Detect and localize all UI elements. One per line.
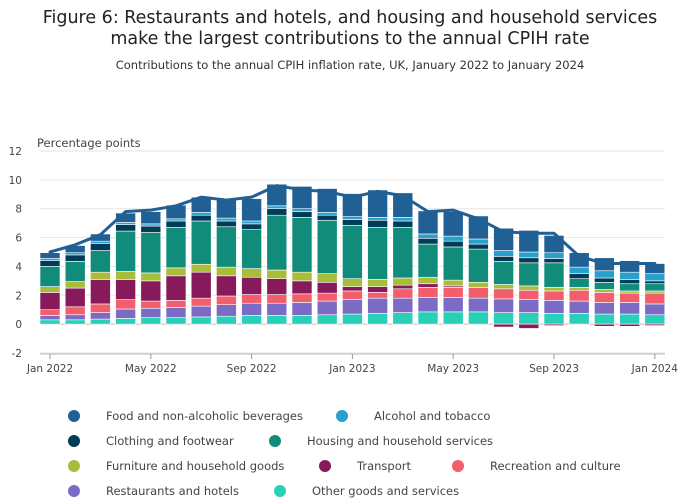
legend-swatch-other <box>274 485 286 497</box>
legend-label-alcohol: Alcohol and tobacco <box>374 409 491 423</box>
bar-segment <box>568 323 590 326</box>
legend-label-recreation: Recreation and culture <box>490 459 621 473</box>
bar-segment <box>518 230 540 253</box>
x-tick-label: Sep 2023 <box>529 363 579 375</box>
legend-swatch-food <box>68 410 80 422</box>
legend-label-restaurants: Restaurants and hotels <box>106 484 239 498</box>
bar-segment <box>291 186 313 210</box>
y-tick-label: 4 <box>15 261 22 273</box>
legend-item-other[interactable]: Other goods and services <box>274 484 459 498</box>
bar-segment <box>619 323 640 327</box>
legend-label-housing: Housing and household services <box>307 434 494 448</box>
legend-label-furniture: Furniture and household goods <box>106 459 285 473</box>
legend-item-clothing[interactable]: Clothing and footwear <box>68 434 234 448</box>
chart-title: Figure 6: Restaurants and hotels, and ho… <box>0 8 700 50</box>
bar-segment <box>594 323 615 327</box>
legend-item-transport[interactable]: Transport <box>319 459 411 473</box>
bar-segment <box>644 323 666 326</box>
y-tick-label: 6 <box>15 233 22 245</box>
chart-plot: -2 0 2 4 6 8 10 12 Jan 2022 May 2022 Sep 2022 Jan 2… <box>9 146 679 375</box>
legend-label-other: Other goods and services <box>312 484 460 498</box>
legend-item-recreation[interactable]: Recreation and culture <box>452 459 621 473</box>
y-tick-label: 0 <box>15 319 22 331</box>
bar-segment <box>316 188 338 213</box>
chart-subtitle: Contributions to the annual CPIH inflati… <box>115 58 585 72</box>
legend-label-clothing: Clothing and footwear <box>106 434 234 448</box>
legend-item-housing[interactable]: Housing and household services <box>269 434 493 448</box>
legend-swatch-housing <box>269 435 281 447</box>
x-tick-label: May 2023 <box>427 363 479 375</box>
legend-swatch-alcohol <box>336 410 348 422</box>
x-tick-label: Jan 2024 <box>631 363 679 375</box>
bar-segment <box>493 227 514 251</box>
y-tick-label: -2 <box>12 348 22 360</box>
legend-item-restaurants[interactable]: Restaurants and hotels <box>68 484 239 498</box>
x-tick-label: Jan 2022 <box>26 363 73 375</box>
legend-swatch-recreation <box>452 460 464 472</box>
legend-item-alcohol[interactable]: Alcohol and tobacco <box>336 409 490 423</box>
y-tick-label: 2 <box>15 290 22 302</box>
legend-label-transport: Transport <box>357 459 411 473</box>
y-tick-label: 12 <box>9 146 22 158</box>
cpih-total-line <box>48 184 657 266</box>
bar-segment <box>493 323 514 328</box>
y-tick-label: 8 <box>15 204 22 216</box>
legend-item-furniture[interactable]: Furniture and household goods <box>68 459 284 473</box>
x-tick-label: Jan 2023 <box>328 363 375 375</box>
chart-title-line-1: Figure 6: Restaurants and hotels, and ho… <box>42 8 658 28</box>
legend-item-food[interactable]: Food and non-alcoholic beverages <box>68 409 303 423</box>
chart-title-line-2: make the largest contributions to the an… <box>110 29 590 49</box>
bar-segment <box>518 323 540 329</box>
y-tick-label: 10 <box>9 175 22 187</box>
bar-segment <box>342 193 363 217</box>
x-tick-label: Sep 2022 <box>227 363 277 375</box>
legend-swatch-transport <box>319 460 331 472</box>
bar-segment <box>619 260 640 273</box>
y-axis-label: Percentage points <box>37 136 141 150</box>
bar-segment <box>543 323 565 326</box>
x-tick-label: May 2022 <box>125 363 177 375</box>
legend-swatch-furniture <box>68 460 80 472</box>
legend-swatch-restaurants <box>68 485 80 497</box>
legend-swatch-clothing <box>68 435 80 447</box>
legend-label-food: Food and non-alcoholic beverages <box>106 409 303 423</box>
